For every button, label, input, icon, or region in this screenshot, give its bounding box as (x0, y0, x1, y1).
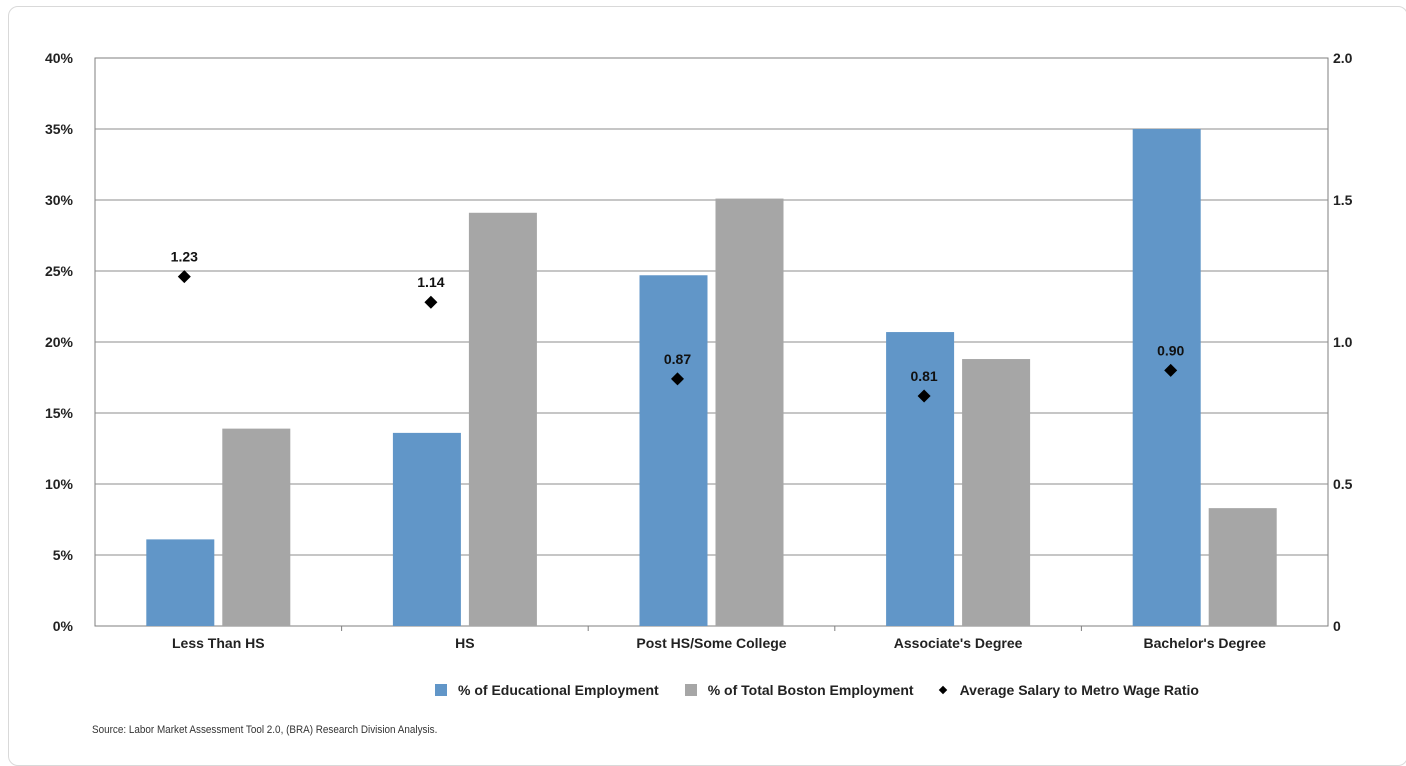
y-left-tick-label: 40% (45, 50, 74, 66)
bar-educational-employment (639, 275, 708, 626)
y-left-tick-label: 10% (45, 476, 74, 492)
chart-legend: % of Educational Employment % of Total B… (435, 682, 1199, 698)
salary-ratio-marker (671, 372, 684, 386)
bar-educational-employment (392, 432, 461, 626)
legend-item-educational-employment: % of Educational Employment (435, 682, 659, 698)
salary-ratio-data-label: 1.23 (171, 249, 198, 265)
salary-ratio-marker (1164, 363, 1178, 377)
bar-educational-employment (886, 332, 955, 626)
y-left-tick-label: 5% (53, 547, 74, 563)
legend-label: % of Total Boston Employment (707, 682, 914, 698)
legend-diamond-marker (938, 685, 947, 695)
y-left-tick-label: 35% (45, 121, 74, 137)
bar-total-boston-employment (715, 198, 784, 626)
x-tick-label: Less Than HS (172, 635, 265, 651)
y-left-tick-label: 25% (45, 263, 74, 279)
y-right-tick-label: 0 (1333, 618, 1341, 634)
y-left-tick-label: 20% (45, 334, 74, 350)
x-tick-label: Bachelor's Degree (1144, 635, 1267, 651)
legend-item-total-boston-employment: % of Total Boston Employment (684, 682, 914, 698)
bar-total-boston-employment (1208, 508, 1277, 626)
salary-ratio-data-label: 0.81 (910, 368, 937, 384)
legend-swatch-blue (435, 684, 447, 696)
salary-ratio-marker (917, 389, 931, 403)
x-tick-label: HS (455, 635, 474, 651)
legend-label: % of Educational Employment (458, 682, 659, 698)
y-left-tick-label: 0% (53, 618, 74, 634)
y-right-tick-label: 1.5 (1333, 192, 1353, 208)
legend-label: Average Salary to Metro Wage Ratio (959, 682, 1199, 698)
salary-ratio-marker (177, 270, 191, 284)
bar-educational-employment (146, 539, 215, 626)
y-left-tick-label: 30% (45, 192, 74, 208)
y-left-tick-label: 15% (45, 405, 74, 421)
salary-ratio-marker (424, 295, 438, 309)
legend-swatch-gray (684, 684, 697, 696)
salary-ratio-data-label: 1.14 (417, 274, 444, 290)
y-right-tick-label: 0.5 (1333, 476, 1353, 492)
salary-ratio-data-label: 0.90 (1157, 342, 1184, 358)
x-tick-label: Associate's Degree (894, 635, 1023, 651)
y-right-tick-label: 1.0 (1333, 334, 1353, 350)
bar-total-boston-employment (468, 212, 537, 626)
bar-total-boston-employment (962, 359, 1031, 626)
y-right-tick-label: 2.0 (1333, 50, 1353, 66)
x-tick-label: Post HS/Some College (636, 635, 786, 651)
legend-item-salary-ratio: Average Salary to Metro Wage Ratio (938, 682, 1199, 698)
salary-ratio-data-label: 0.87 (664, 351, 691, 367)
bar-total-boston-employment (222, 428, 291, 626)
bar-educational-employment (1132, 129, 1201, 626)
source-note: Source: Labor Market Assessment Tool 2.0… (92, 724, 438, 736)
